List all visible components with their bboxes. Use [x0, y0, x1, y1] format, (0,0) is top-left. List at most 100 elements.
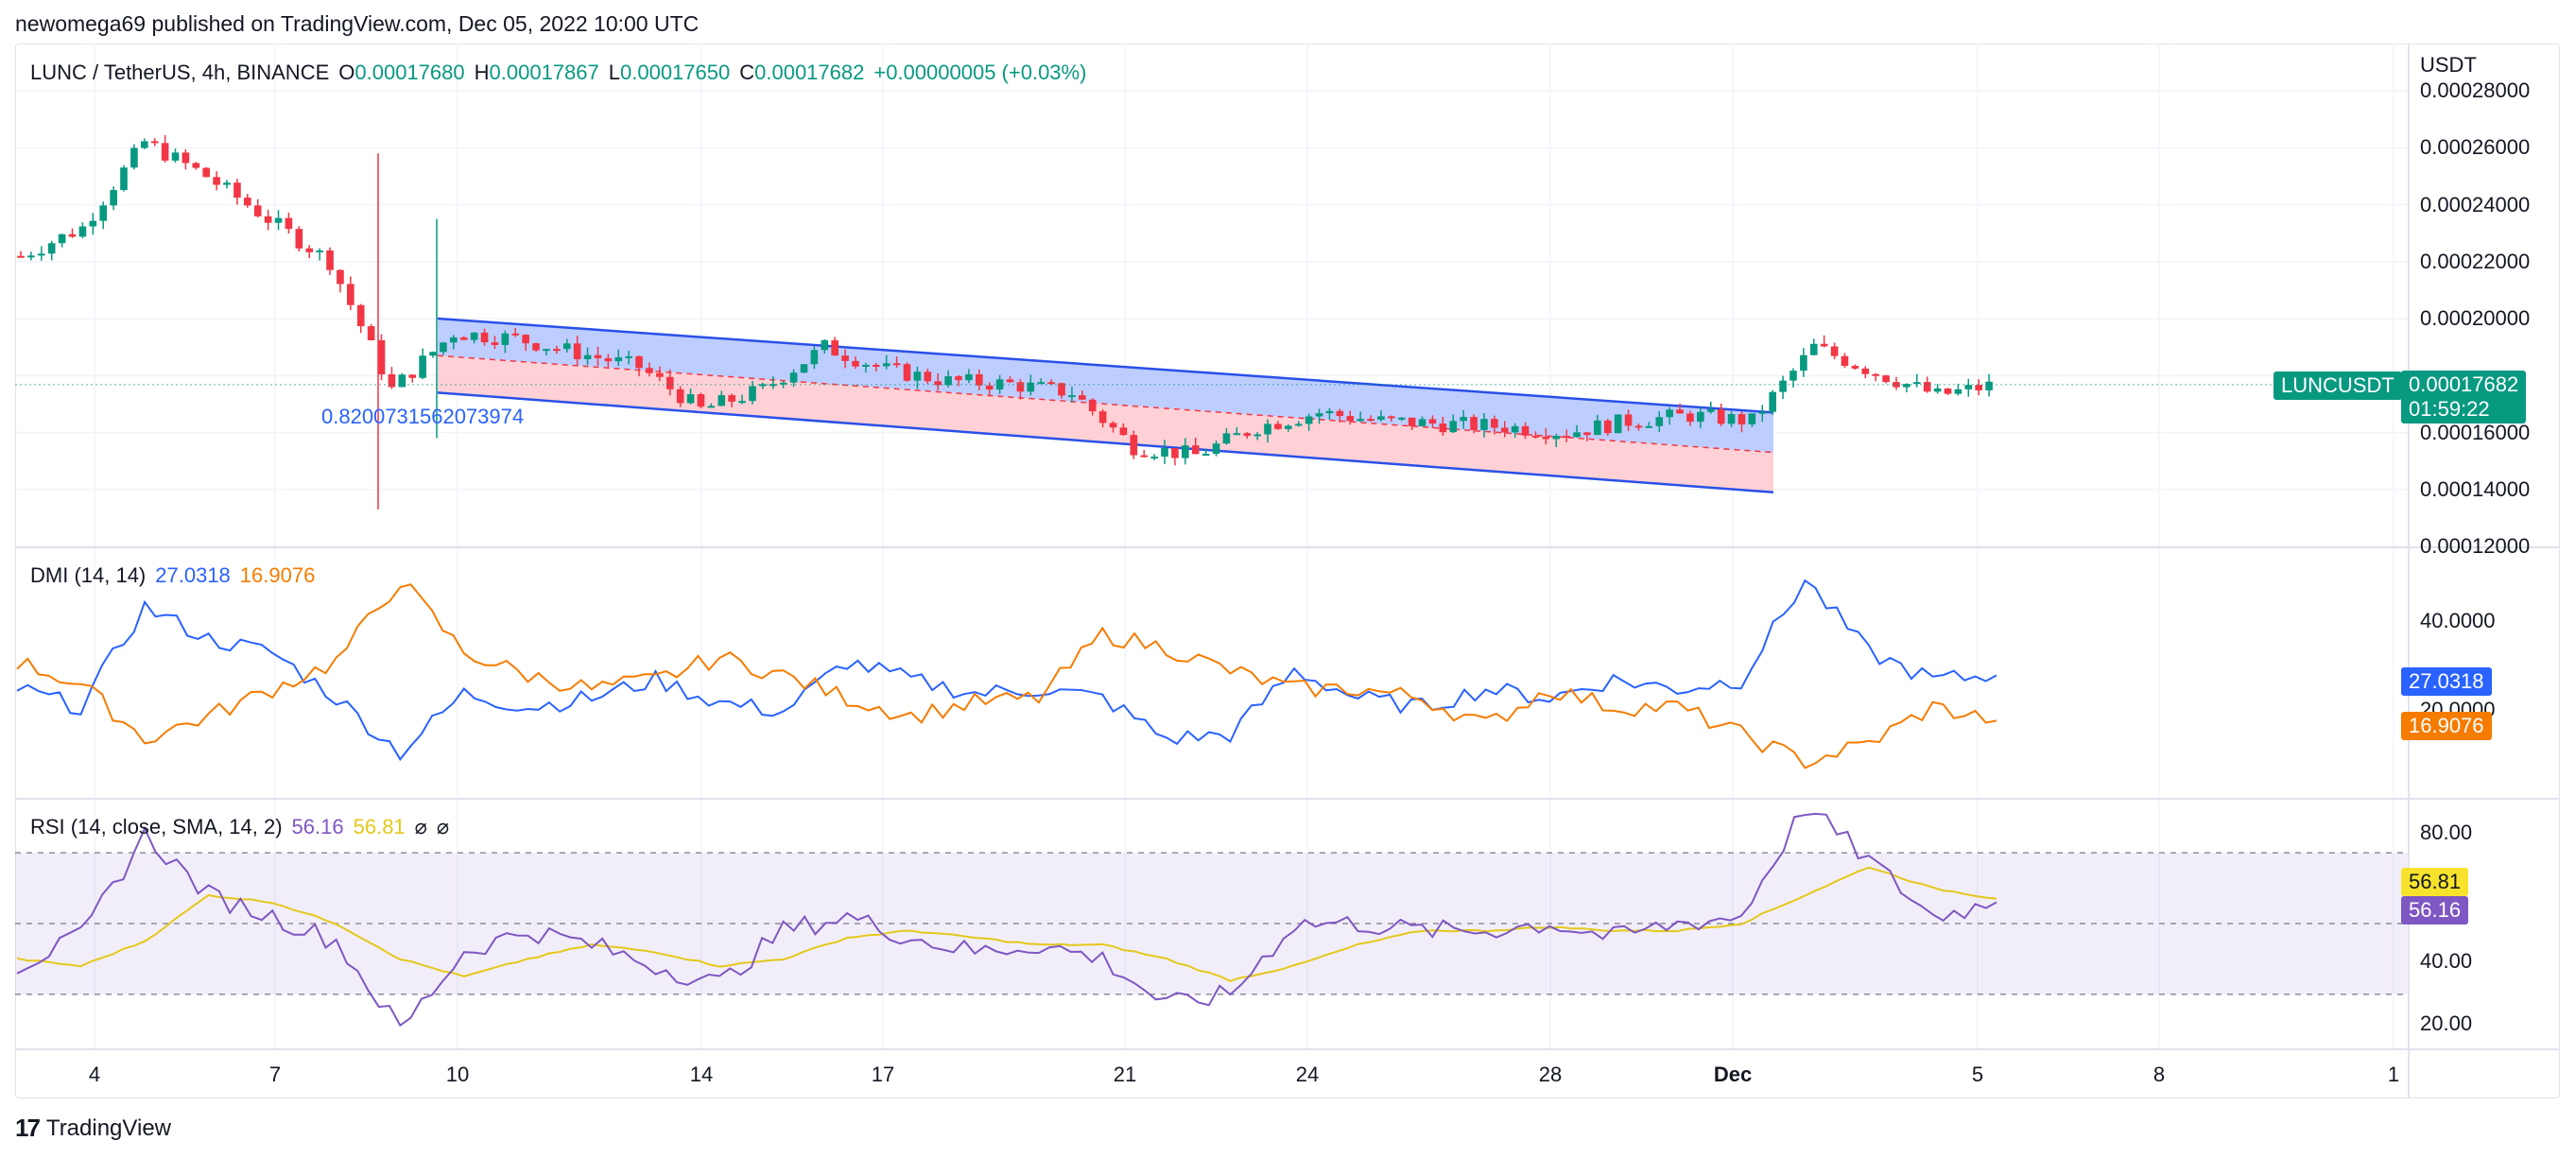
- candle-body: [707, 406, 716, 408]
- candle-body: [264, 216, 272, 223]
- candle-body: [1944, 388, 1952, 394]
- candle-body: [656, 372, 664, 377]
- candle-body: [1624, 414, 1633, 426]
- candle-body: [1851, 366, 1859, 369]
- channel-lower-line: [437, 391, 1774, 494]
- rsi-ma-value: 56.81: [353, 815, 406, 838]
- candle-body: [1552, 436, 1561, 440]
- symbol-title[interactable]: LUNC / TetherUS, 4h, BINANCE: [30, 60, 330, 84]
- candle-body: [604, 357, 613, 362]
- candle-body: [1222, 433, 1231, 444]
- candle-body: [388, 373, 396, 388]
- rsi-tick-80: 80.00: [2420, 821, 2473, 844]
- candle-body: [573, 343, 581, 360]
- candle-body: [666, 376, 674, 389]
- candle-body: [583, 354, 592, 360]
- candle-body: [1748, 413, 1756, 424]
- time-axis-label: 28: [1538, 1063, 1563, 1086]
- candle-body: [882, 363, 890, 367]
- candle-body: [356, 304, 365, 327]
- candle-body: [1903, 384, 1910, 388]
- candle-body: [1161, 447, 1168, 458]
- rsi-band-group: [15, 852, 2409, 995]
- eye-off-icon[interactable]: ⌀: [436, 815, 450, 838]
- candle-body: [1408, 417, 1416, 426]
- candle-body: [171, 152, 180, 161]
- time-axis-label: 8: [2152, 1063, 2166, 1086]
- candle-body: [831, 339, 838, 356]
- last-price-tag[interactable]: 0.00017682 01:59:22: [2401, 371, 2527, 423]
- candle-body: [459, 337, 468, 340]
- candle-body: [1016, 382, 1025, 392]
- open-value: 0.00017680: [354, 60, 465, 84]
- countdown-value: 01:59:22: [2409, 397, 2490, 421]
- eye-off-icon[interactable]: ⌀: [414, 815, 427, 838]
- candle-body: [47, 243, 56, 254]
- price-tick: 0.00012000: [2420, 534, 2531, 558]
- price-tick: 0.00028000: [2420, 78, 2531, 102]
- time-axis-label: 17: [871, 1063, 895, 1086]
- candle-body: [429, 352, 437, 356]
- candle-body: [913, 372, 922, 381]
- symbol-price-tag[interactable]: LUNCUSDT: [2273, 372, 2402, 400]
- candle-body: [377, 339, 386, 374]
- time-axis-label: 7: [268, 1063, 282, 1086]
- candle-body: [1243, 433, 1252, 437]
- dmi-minus-line: [16, 583, 1997, 769]
- candle-body: [68, 233, 77, 237]
- candle-body: [1202, 454, 1210, 457]
- candle-body: [470, 332, 478, 340]
- candle-body: [543, 349, 550, 352]
- price-tick: 0.00024000: [2420, 192, 2531, 216]
- price-unit: USDT: [2420, 53, 2477, 77]
- candle-body: [594, 354, 602, 358]
- candle-body: [1531, 435, 1540, 438]
- candle-body: [58, 233, 66, 244]
- candle-body: [862, 364, 870, 367]
- candle-body: [749, 386, 756, 402]
- candle-body: [337, 269, 344, 285]
- candle-body: [223, 182, 231, 185]
- candle-body: [810, 350, 819, 365]
- dmi-plus-line: [16, 579, 1997, 762]
- time-axis-label: 1: [2387, 1063, 2400, 1086]
- candle-body: [1078, 395, 1086, 400]
- candle-body: [1377, 416, 1385, 421]
- candle-body: [1357, 419, 1364, 422]
- candle-body: [532, 343, 540, 351]
- dmi-plus-tag: 27.0318: [2401, 667, 2492, 696]
- rsi-label[interactable]: RSI (14, close, SMA, 14, 2): [30, 815, 283, 838]
- candle-body: [614, 356, 623, 362]
- candle-body: [1418, 419, 1426, 426]
- candle-body: [398, 374, 406, 388]
- last-price-value: 0.00017682: [2409, 372, 2519, 396]
- candle-body: [1140, 455, 1149, 458]
- tradingview-brand[interactable]: 17 TradingView: [15, 1114, 171, 1143]
- candle-body: [1068, 395, 1076, 398]
- candle-body: [347, 284, 354, 305]
- rsi-lines: [16, 812, 1997, 1028]
- chart-frame: [15, 43, 2560, 1098]
- candle-body: [1542, 436, 1550, 440]
- candle-body: [1830, 346, 1839, 356]
- open-label: O: [338, 60, 355, 84]
- candle-body: [99, 205, 108, 221]
- candle-body: [1583, 432, 1591, 436]
- candle-body: [1789, 371, 1797, 381]
- candle-body: [1841, 355, 1849, 367]
- candle-body: [1315, 413, 1323, 417]
- candle-body: [934, 381, 942, 386]
- price-tick: 0.00016000: [2420, 420, 2531, 444]
- candle-body: [1212, 443, 1220, 455]
- candle-body: [965, 373, 973, 381]
- rsi-tick-20: 20.00: [2420, 1011, 2473, 1035]
- candle-body: [903, 364, 911, 381]
- candle-body: [1150, 457, 1158, 459]
- candle-body: [1872, 373, 1880, 376]
- candles-group: [15, 134, 2409, 510]
- dmi-label[interactable]: DMI (14, 14): [30, 563, 147, 587]
- candle-body: [686, 394, 695, 404]
- candle-body: [1037, 382, 1046, 385]
- candle-body: [1779, 380, 1787, 392]
